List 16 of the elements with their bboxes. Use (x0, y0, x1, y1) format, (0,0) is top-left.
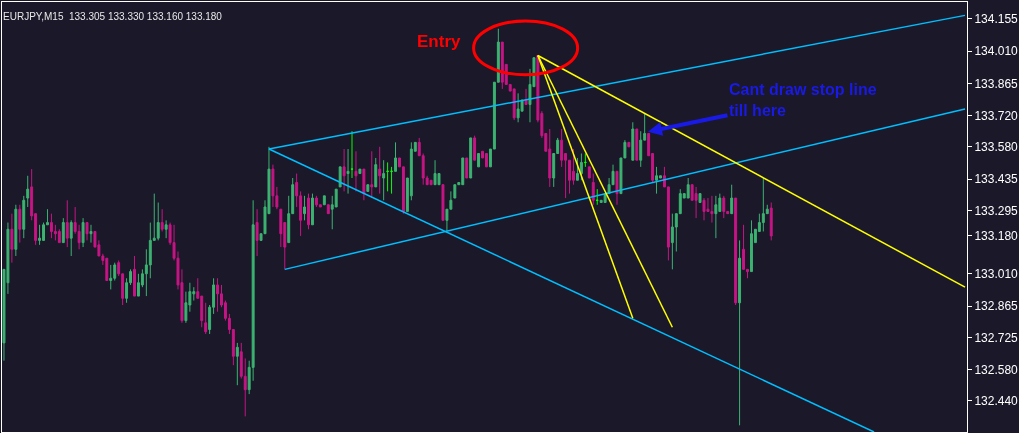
y-tick-label: 133.180 (974, 229, 1019, 244)
y-tick-label: 132.725 (974, 330, 1019, 345)
y-tick-label: 132.865 (974, 299, 1019, 314)
y-tick-label: 134.010 (974, 44, 1019, 59)
y-tick-label: 132.580 (974, 362, 1019, 377)
y-tick-label: 133.010 (974, 267, 1019, 282)
annotation: Cant draw stop line till here (729, 81, 877, 119)
annotation: Entry (417, 32, 461, 51)
y-tick-label: 133.295 (974, 203, 1019, 218)
y-tick-label: 133.865 (974, 76, 1019, 91)
y-tick-label: 133.720 (974, 108, 1019, 123)
y-tick-label: 134.155 (974, 11, 1019, 26)
y-tick-label: 133.435 (974, 172, 1019, 187)
y-tick-label: 132.440 (974, 394, 1019, 409)
y-tick-label: 133.580 (974, 140, 1019, 155)
text: EURJPY,M15 133.305 133.330 133.160 133.180 (3, 10, 223, 22)
